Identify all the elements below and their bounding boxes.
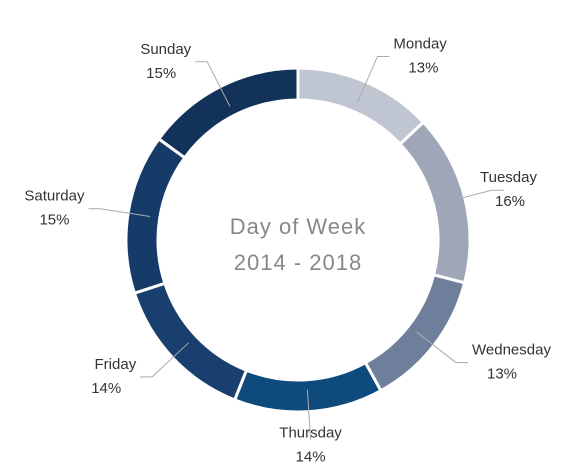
leader-line (195, 61, 231, 107)
slice-value-label: 13% (487, 366, 517, 383)
leader-line (416, 331, 469, 364)
slice (124, 136, 187, 296)
slice (296, 66, 426, 147)
slice (397, 120, 472, 285)
slice-value-label: 14% (296, 449, 326, 466)
leader-line (443, 189, 504, 204)
slice-value-label: 15% (39, 212, 69, 229)
slice-label: Wednesday (472, 342, 551, 359)
leader-line (140, 342, 189, 378)
leader-line (88, 208, 150, 218)
slice (232, 360, 383, 414)
slice-label: Sunday (140, 41, 191, 58)
slice-label: Saturday (24, 188, 85, 205)
slice (363, 272, 467, 393)
slice-label: Friday (95, 356, 137, 373)
slice-value-label: 14% (91, 380, 121, 397)
slice (156, 66, 300, 160)
slice-value-label: 15% (146, 65, 176, 82)
slice-label: Monday (393, 35, 447, 52)
leader-line (306, 389, 312, 440)
leader-line (357, 55, 390, 103)
chart-subtitle: 2014 - 2018 (234, 250, 362, 275)
slice-label: Tuesday (480, 169, 537, 186)
slice-value-label: 13% (408, 59, 438, 76)
chart-title: Day of Week (230, 214, 367, 239)
slice (132, 281, 249, 402)
slice-label: Thursday (279, 425, 342, 442)
slice-value-label: 16% (495, 193, 525, 210)
